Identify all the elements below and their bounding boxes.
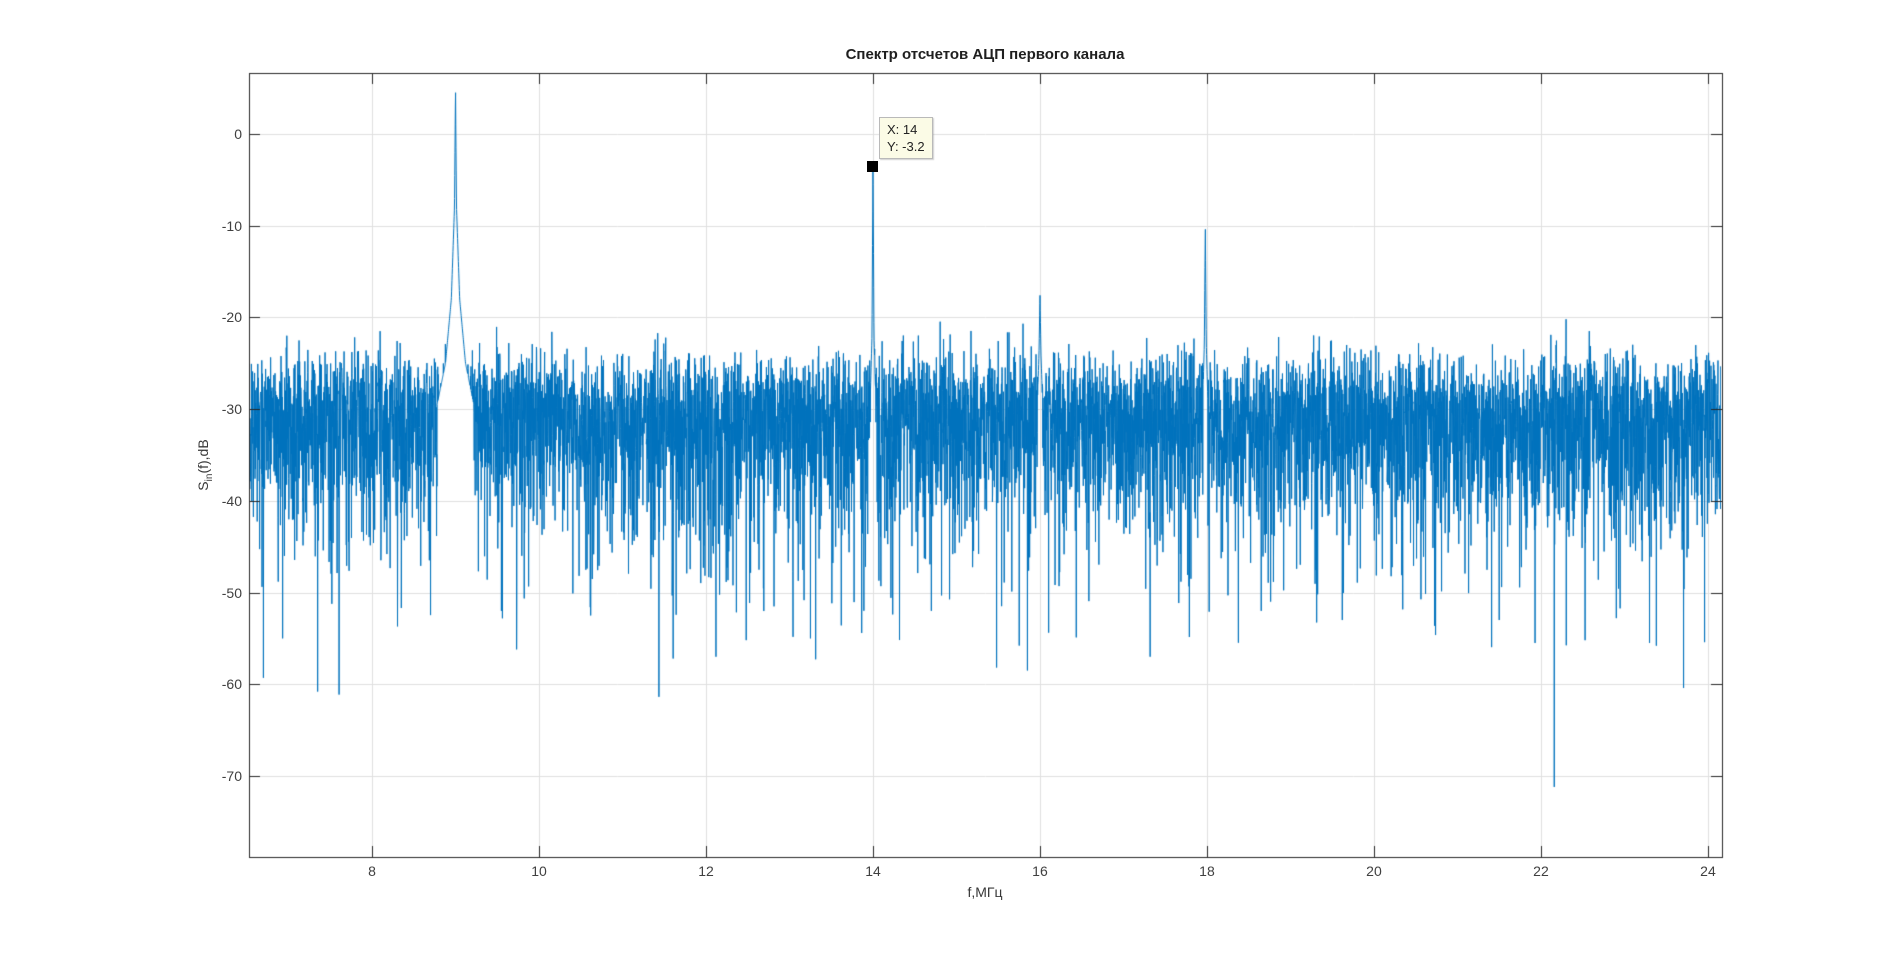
y-axis-label: Sin(f),dB — [195, 439, 215, 490]
y-axis-label-subscript: in — [203, 473, 215, 482]
y-axis-label-rest: (f),dB — [195, 439, 212, 474]
y-tick-label: -70 — [221, 767, 242, 784]
datatip-marker[interactable] — [867, 161, 879, 173]
x-tick-label: 12 — [698, 863, 714, 879]
x-tick-label: 8 — [368, 863, 376, 879]
x-tick-label: 18 — [1199, 863, 1215, 879]
y-tick-label: -10 — [221, 217, 242, 234]
y-tick-label: -50 — [221, 584, 242, 601]
x-tick-label: 16 — [1032, 863, 1048, 879]
chart-title: Спектр отсчетов АЦП первого канала — [845, 46, 1125, 63]
y-tick-label: -30 — [221, 401, 242, 418]
x-tick-label: 14 — [865, 863, 881, 879]
y-tick-label: -40 — [221, 492, 242, 509]
y-tick-label: 0 — [234, 125, 242, 142]
x-tick-label: 22 — [1533, 863, 1549, 879]
y-tick-label: -20 — [221, 309, 242, 326]
y-axis-label-base: S — [195, 481, 212, 491]
data-tip[interactable]: X: 14 Y: -3.2 — [878, 117, 933, 160]
datatip-y-value: Y: -3.2 — [886, 139, 925, 155]
y-tick-label: -60 — [221, 676, 242, 693]
x-tick-label: 24 — [1700, 863, 1716, 879]
x-tick-label: 10 — [531, 863, 547, 879]
datatip-x-value: X: 14 — [886, 122, 918, 138]
x-tick-label: 20 — [1366, 863, 1382, 879]
x-axis-label: f,МГц — [967, 884, 1003, 900]
